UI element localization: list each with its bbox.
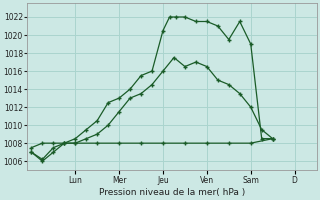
X-axis label: Pression niveau de la mer( hPa ): Pression niveau de la mer( hPa )	[99, 188, 245, 197]
